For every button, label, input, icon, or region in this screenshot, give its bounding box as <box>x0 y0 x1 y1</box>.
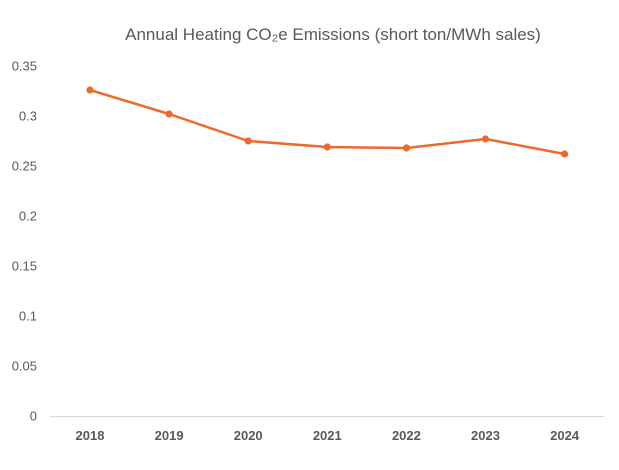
x-axis: 2018 2019 2020 2021 2022 2023 2024 <box>50 416 604 443</box>
y-tick-label: 0.15 <box>12 259 37 274</box>
y-tick-label: 0.35 <box>12 59 37 74</box>
data-point <box>402 144 410 152</box>
x-tick-label: 2021 <box>313 428 342 443</box>
data-point <box>323 143 331 151</box>
y-tick-label: 0.2 <box>19 209 37 224</box>
y-tick-label: 0.3 <box>19 109 37 124</box>
series-group <box>86 86 569 158</box>
data-point <box>561 150 569 158</box>
y-axis: 0 0.05 0.1 0.15 0.2 0.25 0.3 0.35 <box>12 59 37 424</box>
data-point <box>244 137 252 145</box>
x-tick-label: 2020 <box>234 428 263 443</box>
y-tick-label: 0.1 <box>19 309 37 324</box>
x-tick-label: 2023 <box>471 428 500 443</box>
x-tick-label: 2019 <box>155 428 184 443</box>
x-tick-label: 2022 <box>392 428 421 443</box>
data-point <box>86 86 94 94</box>
x-tick-label: 2018 <box>76 428 105 443</box>
y-tick-label: 0.05 <box>12 359 37 374</box>
data-point <box>481 135 490 143</box>
x-tick-label: 2024 <box>550 428 580 443</box>
y-tick-label: 0 <box>30 409 37 424</box>
data-point <box>165 110 173 118</box>
y-tick-label: 0.25 <box>12 159 37 174</box>
chart-title: Annual Heating CO₂e Emissions (short ton… <box>125 25 541 44</box>
